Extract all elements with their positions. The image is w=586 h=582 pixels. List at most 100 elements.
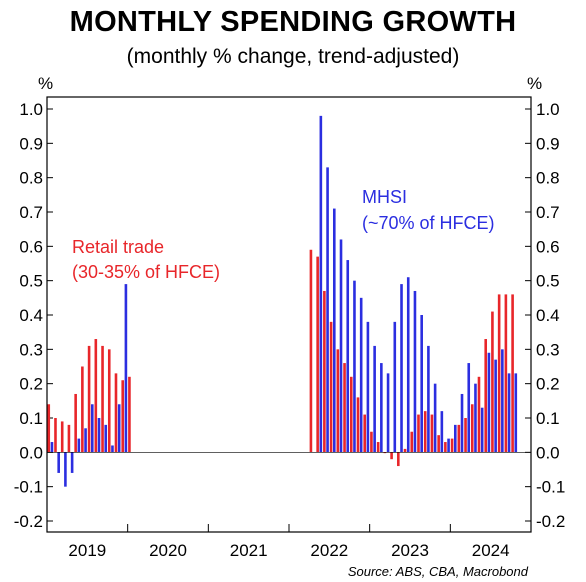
- right-tick-label: 0.9: [536, 134, 560, 153]
- left-tick-label: 0.9: [19, 134, 43, 153]
- mhsi-bar: [319, 115, 323, 453]
- retail-bar: [54, 418, 57, 453]
- retail-bar: [363, 414, 367, 453]
- mhsi-bar: [453, 424, 457, 453]
- x-year-label: 2024: [472, 541, 510, 560]
- mhsi-bar: [57, 452, 60, 473]
- mhsi-bar: [380, 363, 383, 453]
- mhsi-bar: [474, 383, 477, 453]
- right-tick-label: 0.5: [536, 272, 560, 291]
- retail-bar: [497, 294, 501, 453]
- retail-bar: [511, 294, 514, 453]
- right-tick-label: 0.3: [536, 340, 560, 359]
- mhsi-bar: [427, 345, 430, 453]
- retail-bar: [484, 339, 488, 453]
- retail-bar: [397, 452, 400, 467]
- left-tick-label: -0.2: [14, 512, 43, 531]
- mhsi-bar: [507, 373, 511, 453]
- mhsi-bar: [494, 359, 497, 453]
- x-year-label: 2023: [391, 541, 429, 560]
- mhsi-bar: [346, 260, 350, 453]
- retail-bar: [444, 442, 447, 453]
- mhsi-bar: [480, 407, 484, 453]
- mhsi-bar: [487, 352, 491, 453]
- left-tick-label: 0.4: [19, 306, 43, 325]
- mhsi-bar: [359, 297, 363, 453]
- left-tick-label: 0.7: [19, 203, 43, 222]
- retail-bar: [430, 414, 434, 453]
- right-tick-label: -0.2: [536, 512, 565, 531]
- mhsi-bar: [353, 280, 356, 453]
- retail-bar: [81, 366, 84, 453]
- mhsi-bar: [400, 284, 403, 453]
- mhsi-bar: [84, 428, 87, 453]
- retail-bar: [343, 363, 346, 453]
- right-tick-label: 0.6: [536, 237, 560, 256]
- retail-bar: [403, 448, 407, 453]
- retail-annotation-line1: Retail trade: [72, 237, 164, 257]
- retail-bar: [309, 249, 313, 453]
- left-tick-label: 0.3: [19, 340, 43, 359]
- retail-bar: [477, 376, 481, 453]
- mhsi-bar: [332, 208, 336, 453]
- mhsi-bar: [460, 393, 464, 453]
- x-year-label: 2022: [310, 541, 348, 560]
- mhsi-bar: [64, 452, 67, 487]
- bars-group: [47, 115, 518, 487]
- retail-bar: [128, 376, 131, 453]
- mhsi-annotation-line1: MHSI: [362, 187, 407, 207]
- left-tick-label: 0.0: [19, 443, 43, 462]
- plot-frame: [46, 96, 532, 533]
- retail-bar: [417, 414, 420, 453]
- left-tick-label: 0.6: [19, 237, 43, 256]
- mhsi-bar: [440, 411, 444, 453]
- x-year-label: 2020: [149, 541, 187, 560]
- retail-bar: [491, 311, 494, 453]
- right-tick-label: 0.4: [536, 306, 560, 325]
- left-tick-label: 0.2: [19, 375, 43, 394]
- retail-bar: [390, 452, 393, 460]
- left-axis-unit: %: [38, 74, 53, 93]
- retail-bar: [87, 345, 91, 453]
- retail-bar: [60, 421, 64, 453]
- left-tick-label: 1.0: [19, 100, 43, 119]
- left-tick-label: 0.1: [19, 409, 43, 428]
- retail-bar: [101, 345, 104, 453]
- right-tick-label: 1.0: [536, 100, 560, 119]
- right-tick-label: 0.2: [536, 375, 560, 394]
- mhsi-bar: [97, 418, 101, 453]
- right-axis-unit: %: [527, 74, 542, 93]
- mhsi-annotation-line2: (~70% of HFCE): [362, 213, 495, 233]
- retail-bar: [67, 424, 71, 453]
- retail-bar: [470, 404, 474, 453]
- retail-bar: [323, 290, 326, 453]
- mhsi-bar: [70, 452, 74, 473]
- retail-bar: [504, 294, 508, 453]
- retail-bar: [74, 393, 77, 453]
- mhsi-bar: [117, 404, 121, 453]
- mhsi-bar: [373, 345, 376, 453]
- mhsi-bar: [111, 445, 114, 453]
- retail-bar: [107, 349, 111, 453]
- mhsi-bar: [433, 383, 437, 453]
- mhsi-bar: [406, 277, 410, 453]
- retail-bar: [47, 404, 51, 453]
- source-note: Source: ABS, CBA, Macrobond: [348, 564, 529, 579]
- chart-title: MONTHLY SPENDING GROWTH: [69, 6, 517, 38]
- right-tick-label: 0.7: [536, 203, 560, 222]
- mhsi-bar: [501, 349, 504, 453]
- mhsi-bar: [386, 373, 390, 453]
- retail-bar: [437, 435, 440, 453]
- mhsi-bar: [413, 290, 417, 453]
- chart-subtitle: (monthly % change, trend-adjusted): [126, 45, 460, 68]
- right-y-axis: 1.0 0.9 0.8 0.7 0.6 0.5 0.4 0.3 0.2 0.1 0.0 -0.1 -0.…: [525, 100, 565, 531]
- retail-bar: [94, 339, 98, 453]
- mhsi-bar: [366, 321, 370, 453]
- mhsi-bar: [90, 404, 94, 453]
- plot-border: [46, 96, 532, 533]
- x-year-label: 2021: [230, 541, 268, 560]
- mhsi-bar: [447, 438, 450, 453]
- retail-bar: [316, 256, 319, 453]
- right-tick-label: -0.1: [536, 478, 565, 497]
